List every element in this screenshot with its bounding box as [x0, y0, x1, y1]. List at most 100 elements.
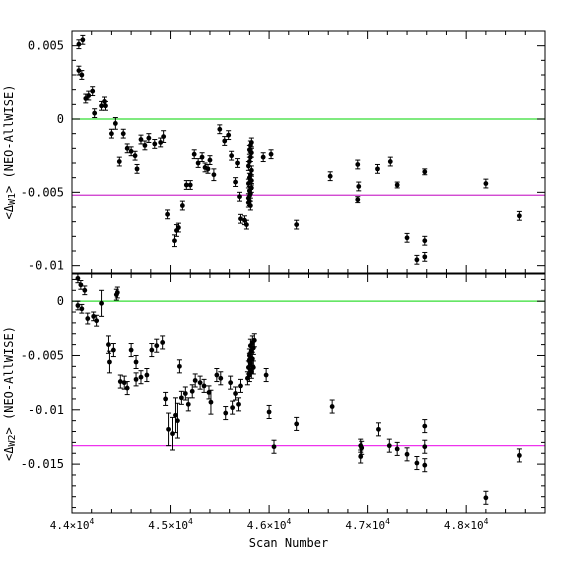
data-point — [187, 180, 193, 190]
y-axis-label: <ΔW2> (NEO-AllWISE) — [2, 326, 18, 461]
data-point — [422, 235, 428, 246]
point-marker — [166, 426, 171, 432]
point-marker — [92, 110, 98, 116]
point-marker — [124, 145, 130, 151]
point-marker — [195, 160, 201, 166]
data-point — [236, 397, 242, 412]
data-point — [355, 159, 361, 170]
point-marker — [172, 238, 177, 244]
point-marker — [173, 412, 178, 418]
data-point — [404, 232, 410, 243]
data-point — [195, 158, 201, 168]
point-marker — [483, 495, 489, 501]
data-point — [201, 378, 207, 393]
data-point — [358, 449, 364, 464]
point-marker — [91, 313, 97, 319]
point-marker — [250, 365, 256, 370]
x-tick-label: 4.4×104 — [50, 517, 95, 532]
data-point — [132, 150, 138, 161]
point-marker — [185, 401, 191, 407]
point-marker — [161, 134, 167, 140]
point-marker — [422, 462, 428, 468]
point-marker — [516, 213, 522, 219]
data-point — [134, 163, 140, 174]
point-marker — [106, 342, 111, 348]
data-point — [235, 158, 241, 168]
point-marker — [183, 182, 189, 188]
data-point — [75, 300, 81, 311]
point-marker — [208, 399, 214, 405]
data-point — [327, 171, 333, 182]
data-point — [294, 416, 300, 431]
data-point — [387, 156, 393, 167]
y-tick-label: -0.01 — [28, 259, 64, 273]
point-marker — [246, 188, 252, 194]
data-point — [422, 251, 428, 262]
data-point — [85, 312, 91, 325]
data-point — [117, 374, 123, 389]
point-marker — [358, 454, 364, 459]
point-marker — [268, 151, 274, 157]
point-marker — [244, 222, 249, 228]
y-tick-label: -0.005 — [21, 185, 64, 199]
point-marker — [116, 159, 122, 164]
data-point — [238, 378, 244, 393]
data-point — [154, 338, 160, 353]
data-point — [108, 128, 114, 139]
data-point — [404, 447, 410, 462]
point-marker — [404, 235, 410, 241]
point-marker — [375, 166, 380, 172]
data-point — [243, 219, 249, 230]
point-marker — [294, 421, 300, 427]
data-point — [79, 70, 85, 80]
data-point — [163, 391, 169, 406]
data-point — [214, 368, 220, 383]
data-point — [414, 456, 420, 471]
point-marker — [152, 141, 158, 147]
data-point — [355, 196, 361, 204]
panel-2: 0 -0.005 -0.01 -0.015 4.4×104 4.5×104 4.6×104 4… — [2, 273, 546, 550]
data-point — [422, 168, 428, 176]
data-point — [185, 397, 191, 412]
point-marker — [207, 157, 213, 163]
point-marker — [138, 374, 144, 380]
data-point — [166, 412, 172, 447]
point-marker — [124, 385, 130, 391]
data-point — [375, 422, 381, 437]
data-point — [138, 370, 144, 385]
point-marker — [121, 380, 127, 386]
point-marker — [133, 376, 139, 382]
y-tick-label: -0.015 — [21, 457, 64, 471]
point-marker — [85, 316, 91, 321]
data-point — [230, 400, 236, 415]
point-marker — [266, 409, 272, 415]
point-marker — [99, 300, 104, 306]
data-point — [120, 128, 126, 139]
point-marker — [422, 444, 428, 450]
point-marker — [80, 37, 86, 43]
data-point — [394, 441, 400, 456]
data-point — [208, 389, 214, 415]
point-marker — [78, 282, 84, 288]
y-axis-label: <ΔW1> (NEO-AllWISE) — [2, 85, 18, 220]
point-marker — [248, 140, 254, 145]
plot-frame — [71, 273, 546, 514]
x-tick-label: 4.6×104 — [247, 517, 292, 532]
point-marker — [237, 194, 242, 200]
point-marker — [414, 460, 420, 466]
point-marker — [214, 372, 220, 378]
data-point — [103, 100, 109, 111]
data-point — [82, 285, 88, 296]
point-marker — [226, 132, 232, 138]
point-marker — [114, 290, 120, 295]
point-marker — [422, 238, 428, 244]
y-tick-label: 0 — [57, 112, 64, 126]
data-point — [233, 177, 239, 187]
point-marker — [107, 359, 112, 365]
point-marker — [422, 423, 428, 429]
data-point — [294, 219, 300, 230]
panel-1: 0.005 0 -0.005 -0.01 <ΔW1> (NEO-AllWISE) — [2, 30, 546, 274]
point-marker — [229, 153, 235, 159]
data-point — [116, 156, 122, 167]
data-point — [271, 439, 277, 454]
